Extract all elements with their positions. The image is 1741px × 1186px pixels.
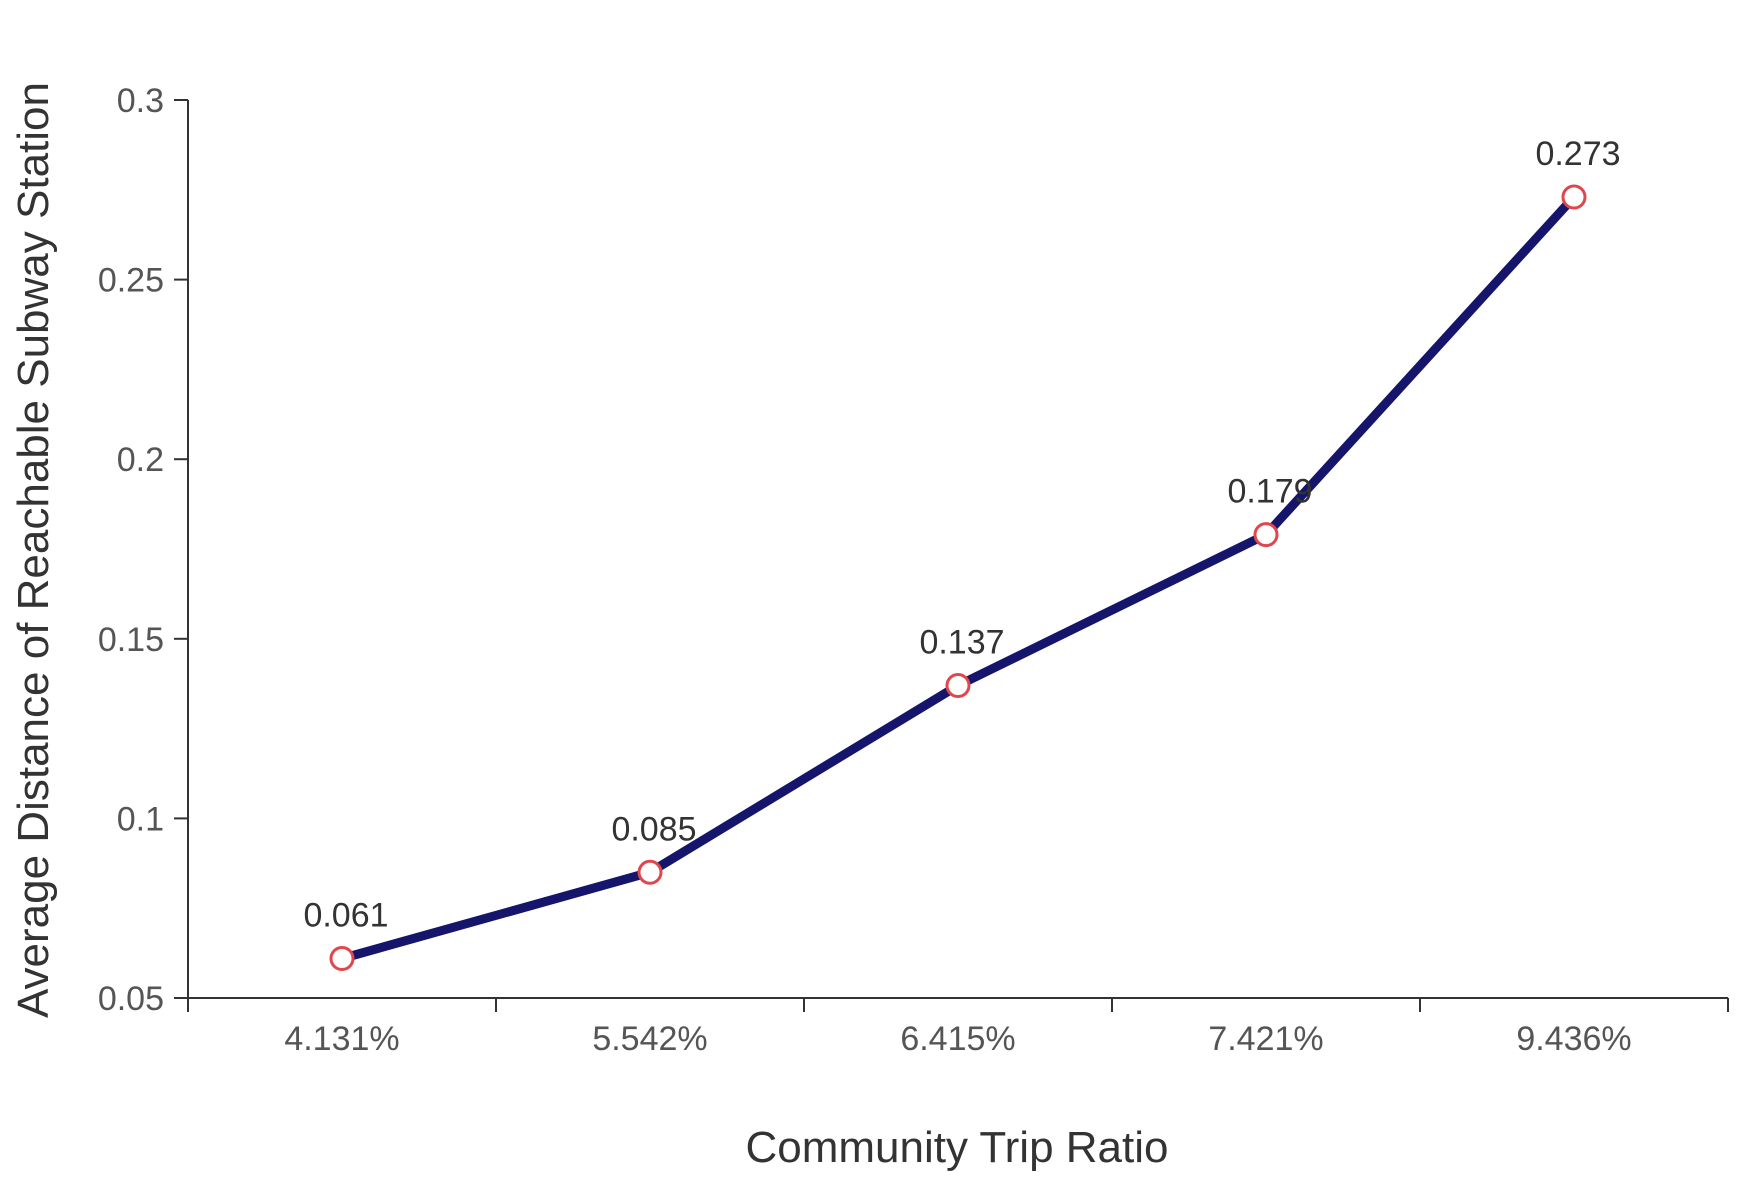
x-tick-label: 9.436% — [1516, 1020, 1631, 1058]
data-point[interactable] — [945, 672, 971, 698]
series-line-group — [329, 184, 1587, 971]
x-tick-label: 6.415% — [900, 1020, 1015, 1058]
x-tick-label: 4.131% — [284, 1020, 399, 1058]
y-axis: 0.05 0.1 0.15 0.2 0.25 0.3 — [98, 82, 189, 1018]
y-tick-label: 0.15 — [98, 621, 164, 659]
data-point[interactable] — [637, 859, 663, 885]
data-label: 0.273 — [1535, 135, 1620, 173]
data-label: 0.137 — [919, 623, 1004, 661]
x-axis-title: Community Trip Ratio — [745, 1123, 1168, 1172]
y-axis-title: Average Distance of Reachable Subway Sta… — [9, 82, 58, 1018]
y-tick-label: 0.2 — [117, 441, 164, 479]
series-line — [337, 192, 1579, 963]
y-tick-label: 0.1 — [117, 800, 164, 838]
data-label: 0.061 — [303, 896, 388, 934]
data-label: 0.085 — [611, 810, 696, 848]
data-point[interactable] — [1253, 522, 1279, 548]
y-tick-label: 0.05 — [98, 980, 164, 1018]
y-tick-label: 0.3 — [117, 82, 164, 120]
y-tick-label: 0.25 — [98, 262, 164, 300]
data-labels-group: 0.061 0.085 0.137 0.179 0.273 — [303, 135, 1620, 935]
x-tick-label: 5.542% — [592, 1020, 707, 1058]
data-point[interactable] — [1561, 184, 1587, 210]
x-axis: 4.131% 5.542% 6.415% 7.421% 9.436% — [187, 997, 1729, 1058]
x-tick-label: 7.421% — [1208, 1020, 1323, 1058]
data-label: 0.179 — [1227, 473, 1312, 511]
data-point[interactable] — [329, 945, 355, 971]
